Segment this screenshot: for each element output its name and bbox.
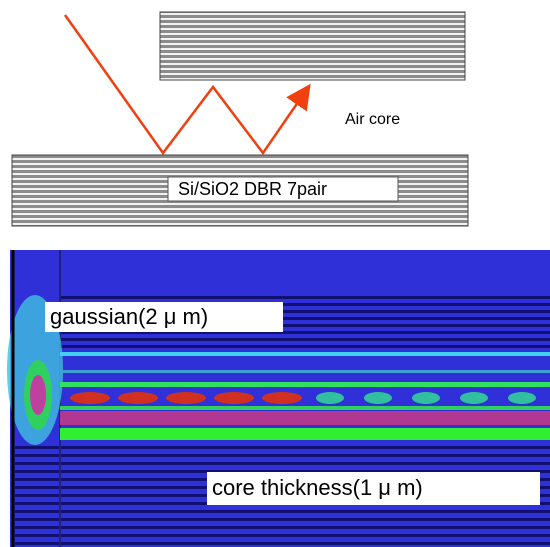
cladding-stripe	[15, 526, 550, 529]
cladding-stripe	[60, 345, 550, 348]
mode-band	[60, 428, 550, 440]
top-mirror	[160, 12, 465, 80]
schematic: Air core Si/SiO2 DBR 7pair	[12, 12, 468, 226]
field-peak	[460, 392, 488, 404]
mode-band	[60, 382, 550, 387]
field-peak	[262, 392, 302, 404]
cladding-stripe	[60, 338, 550, 341]
cladding-stripe	[15, 534, 550, 537]
cladding-stripe	[15, 462, 550, 465]
dbr-label: Si/SiO2 DBR 7pair	[178, 179, 327, 199]
source-hot	[30, 375, 46, 415]
field-peak	[316, 392, 344, 404]
page: Air core Si/SiO2 DBR 7pair gaussian(2 μ …	[0, 0, 550, 547]
field-peak	[364, 392, 392, 404]
cladding-stripe	[15, 510, 550, 513]
cladding-stripe	[15, 454, 550, 457]
cladding-stripe	[15, 518, 550, 521]
field-peak	[214, 392, 254, 404]
mode-band	[60, 406, 550, 410]
core-thickness-label: core thickness(1 μ m)	[212, 475, 423, 500]
mode-band	[60, 370, 550, 373]
field-peak	[508, 392, 536, 404]
figure: Air core Si/SiO2 DBR 7pair gaussian(2 μ …	[0, 0, 550, 547]
air-core-label: Air core	[345, 111, 400, 128]
gaussian-label: gaussian(2 μ m)	[50, 304, 208, 329]
mode-band	[60, 352, 550, 356]
field-peak	[412, 392, 440, 404]
field-peak	[70, 392, 110, 404]
mode-band	[60, 411, 550, 425]
field-peak	[118, 392, 158, 404]
field-peak	[166, 392, 206, 404]
cladding-stripe	[15, 446, 550, 449]
cladding-stripe	[15, 542, 550, 545]
simulation: gaussian(2 μ m) core thickness(1 μ m)	[7, 250, 550, 547]
cladding-stripe	[60, 296, 550, 299]
